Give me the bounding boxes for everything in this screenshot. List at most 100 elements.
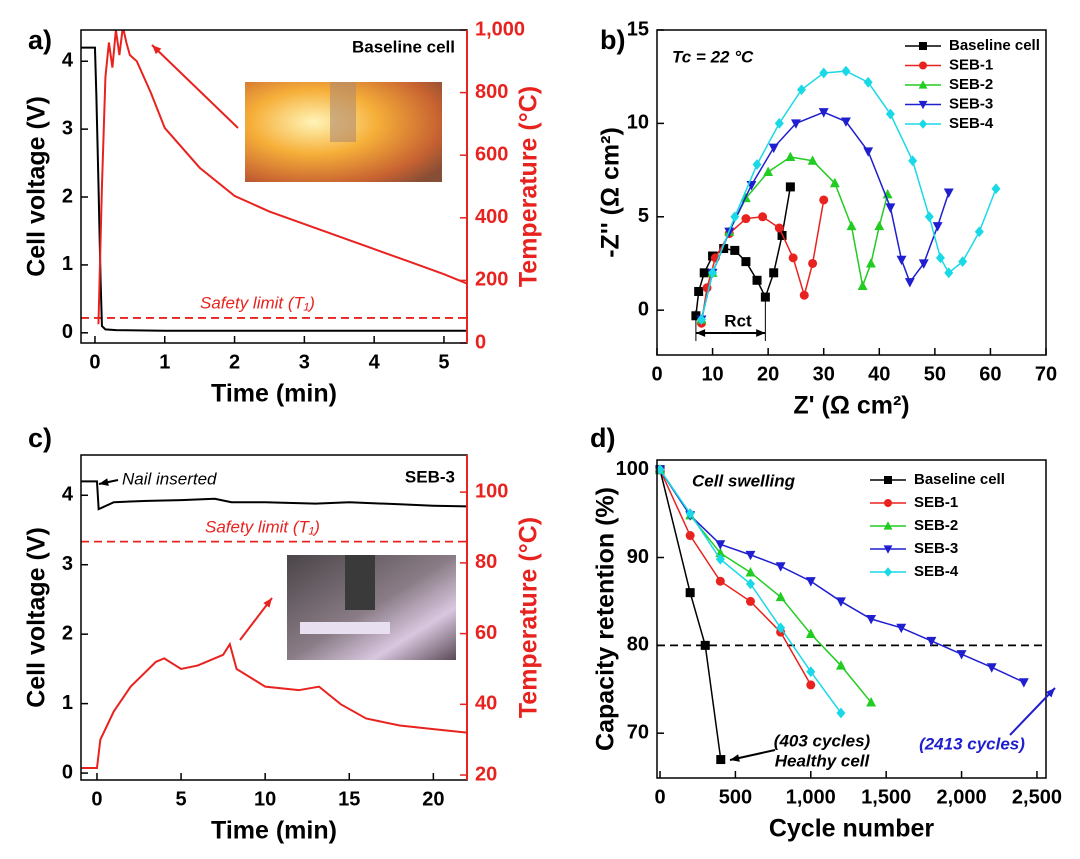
series-line — [659, 469, 722, 760]
marker — [768, 143, 779, 154]
marker — [857, 280, 868, 290]
marker — [943, 188, 954, 198]
marker — [785, 151, 796, 162]
arrow-head — [756, 329, 766, 337]
marker — [685, 588, 695, 598]
annotation: Healthy cell — [775, 751, 871, 770]
marker — [655, 464, 665, 476]
x-tick-label: 10 — [701, 363, 723, 385]
x-axis-label: Time (min) — [211, 817, 337, 845]
legend-label: Baseline cell — [914, 471, 1005, 488]
y-tick-label: 1 — [62, 253, 73, 275]
marker — [805, 628, 816, 638]
y-tick-label: 0 — [62, 761, 73, 783]
legend-label: SEB-3 — [949, 95, 993, 112]
photo-nail — [330, 82, 356, 142]
marker — [716, 755, 726, 765]
marker — [745, 578, 755, 590]
marker — [884, 499, 892, 507]
annotation: (2413 cycles) — [919, 734, 1025, 753]
x-axis-label: Z' (Ω cm²) — [793, 392, 909, 420]
marker — [932, 222, 943, 232]
marker — [896, 623, 907, 634]
marker — [863, 76, 873, 88]
x-tick-label: 2,000 — [937, 786, 987, 808]
y2-tick-label: 400 — [475, 206, 508, 228]
marker — [935, 252, 945, 264]
marker — [775, 562, 786, 572]
marker — [774, 223, 784, 233]
annotation-arrow — [1009, 687, 1056, 736]
y-tick-label: 90 — [627, 546, 649, 568]
marker — [752, 275, 762, 285]
y-tick-label: 2 — [62, 185, 73, 207]
marker — [730, 245, 740, 255]
marker — [840, 117, 851, 127]
marker — [883, 521, 893, 530]
legend-label: Baseline cell — [949, 37, 1040, 54]
y-tick-label: 0 — [62, 321, 73, 343]
marker — [715, 553, 725, 565]
photo-cell — [300, 622, 390, 634]
marker — [874, 220, 885, 231]
x-tick-label: 1,000 — [786, 786, 836, 808]
y-tick-label: 2 — [62, 622, 73, 644]
marker — [958, 256, 968, 268]
marker — [763, 166, 774, 177]
panel-label: c) — [28, 423, 52, 453]
panel-label: a) — [28, 25, 52, 55]
marker — [699, 268, 709, 278]
y2-tick-label: 200 — [475, 269, 508, 291]
marker — [841, 65, 851, 77]
marker — [836, 707, 846, 719]
marker — [752, 159, 762, 170]
marker — [924, 211, 934, 223]
arrow-head — [99, 478, 109, 486]
marker — [696, 314, 706, 325]
panel-label: b) — [600, 25, 625, 55]
legend-label: SEB-3 — [914, 540, 958, 557]
x-tick-label: 20 — [757, 363, 779, 385]
marker — [835, 597, 846, 607]
y-tick-label: 5 — [638, 205, 649, 227]
marker — [919, 119, 927, 129]
x-tick-label: 2 — [229, 351, 240, 373]
x-tick-label: 3 — [299, 351, 310, 373]
marker — [974, 226, 984, 238]
marker — [708, 267, 718, 279]
marker — [715, 540, 726, 550]
marker — [896, 255, 907, 266]
y-tick-label: 10 — [627, 112, 649, 134]
x-tick-label: 0 — [89, 351, 100, 373]
x-tick-label: 50 — [924, 363, 946, 385]
x-tick-label: 1,500 — [861, 786, 911, 808]
y-tick-label: 4 — [62, 484, 74, 506]
y-axis-label: Capacity retention (%) — [592, 487, 620, 751]
x-tick-label: 2,500 — [1012, 786, 1062, 808]
x-tick-label: 4 — [369, 351, 381, 373]
marker — [919, 61, 927, 70]
x-tick-label: 30 — [813, 363, 835, 385]
series-line — [81, 46, 467, 332]
marker — [741, 214, 751, 224]
annotation: Rct — [724, 311, 752, 330]
marker — [685, 531, 695, 541]
marker — [944, 267, 954, 279]
y2-tick-label: 0 — [475, 331, 486, 353]
x-tick-label: 15 — [338, 788, 360, 810]
marker — [776, 622, 786, 634]
annotation: SEB-3 — [405, 467, 455, 486]
marker — [829, 177, 840, 188]
legend-label: SEB-4 — [914, 563, 959, 580]
marker — [819, 195, 829, 205]
marker — [775, 591, 786, 602]
marker — [908, 155, 918, 167]
y2-axis-label: Temperature (°C) — [515, 517, 543, 718]
annotation: Nail inserted — [122, 469, 217, 488]
marker — [745, 550, 756, 561]
annotation: Baseline cell — [352, 37, 455, 56]
marker — [991, 183, 1001, 195]
y2-tick-label: 600 — [475, 143, 508, 165]
y-tick-label: 15 — [627, 18, 649, 40]
